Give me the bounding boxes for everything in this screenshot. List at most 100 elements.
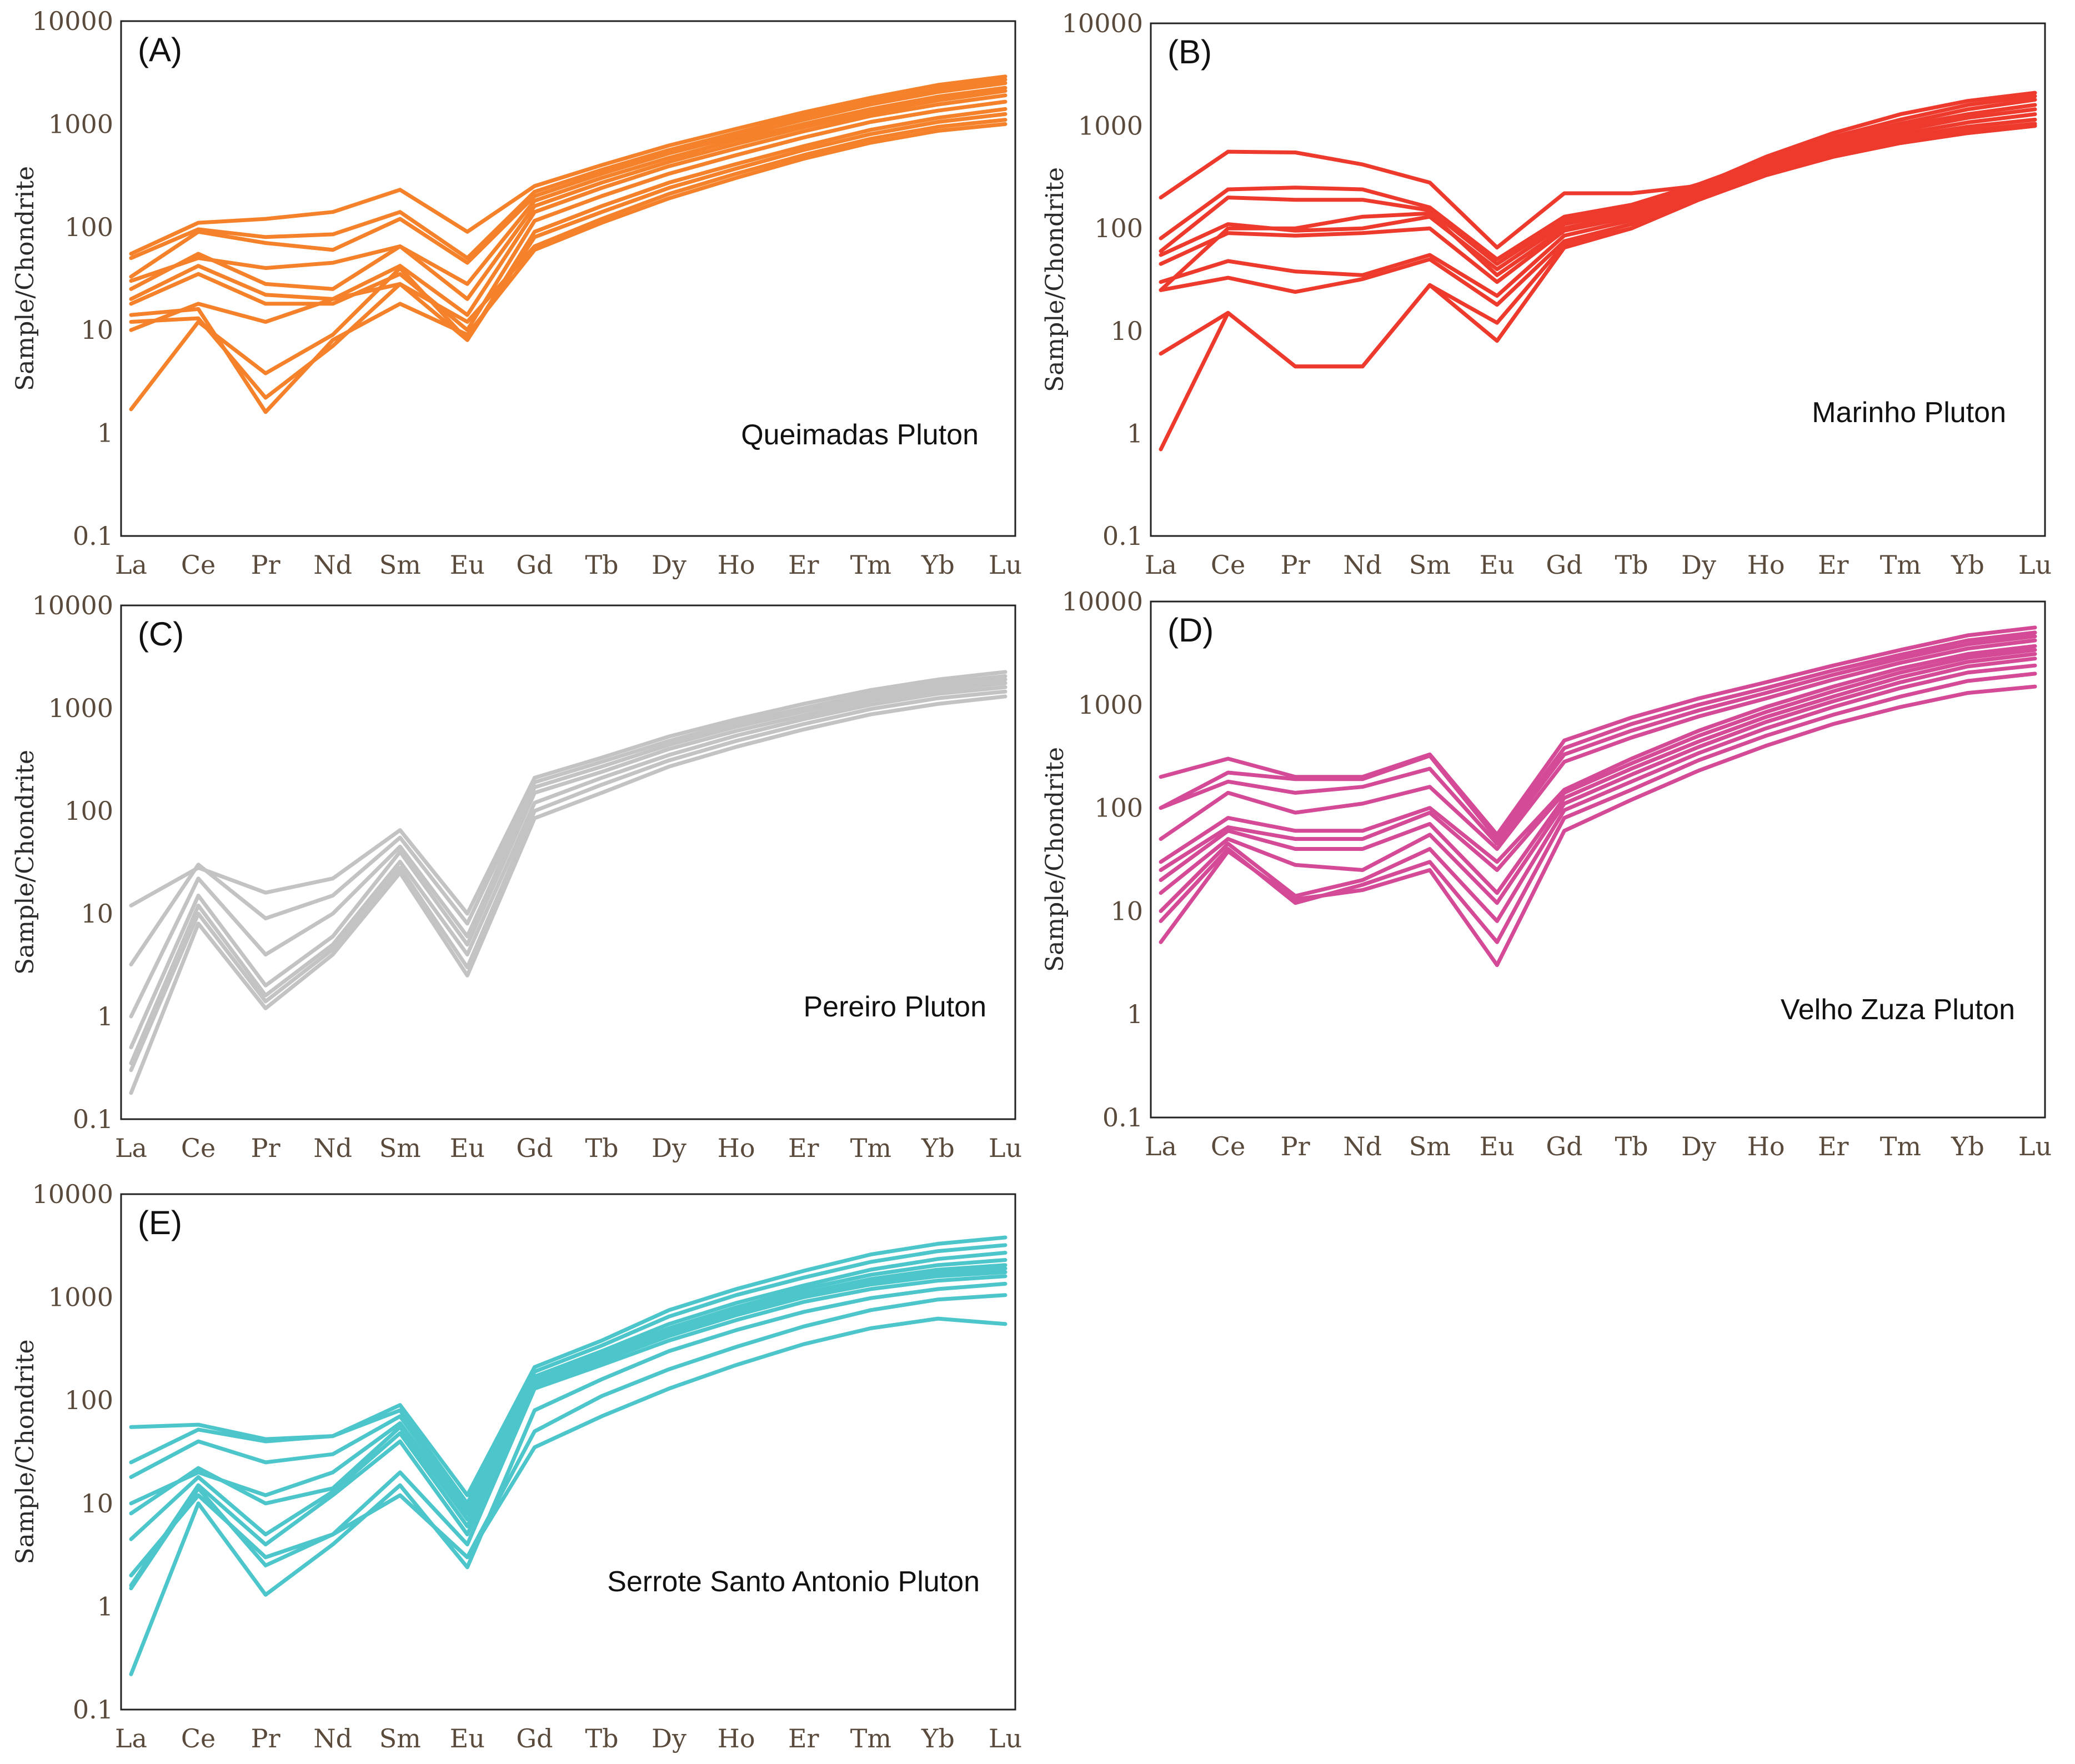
series-line bbox=[1159, 91, 2037, 250]
panel-label: (E) bbox=[138, 1204, 182, 1241]
x-tick-label: Sm bbox=[1409, 550, 1451, 580]
chart-panel-a: 0.1 1 10 100 1000 10000 La Ce Pr Nd Sm Eu Gd Tb Dy Ho Er… bbox=[11, 6, 1022, 580]
series-line bbox=[1159, 94, 2037, 262]
series-line bbox=[1159, 103, 2037, 272]
y-tick-label: 0.1 bbox=[73, 1104, 113, 1134]
plot-frame bbox=[120, 604, 1016, 1120]
chart-title: Serrote Santo Antonio Pluton bbox=[607, 1566, 980, 1598]
x-tick-label: Dy bbox=[651, 550, 686, 580]
x-tick-label: Er bbox=[788, 1133, 819, 1163]
series-line bbox=[129, 674, 1008, 966]
x-tick-label: Sm bbox=[1409, 1131, 1451, 1161]
series-line bbox=[129, 89, 1008, 301]
chart-panel-d: 0.1 1 10 100 1000 10000 La Ce Pr Nd Sm Eu Gd Tb Dy Ho Er… bbox=[1041, 587, 2052, 1161]
x-tick-label: Sm bbox=[379, 1723, 421, 1753]
x-tick-label: Dy bbox=[651, 1133, 686, 1163]
y-tick-label: 100 bbox=[1094, 793, 1143, 823]
x-tick-label: Yb bbox=[921, 1723, 955, 1753]
x-tick-label: La bbox=[115, 1723, 147, 1753]
series-line bbox=[129, 677, 1008, 1019]
x-tick-label: Pr bbox=[251, 550, 280, 580]
series-line bbox=[129, 81, 1008, 279]
x-tick-label: Lu bbox=[989, 1133, 1022, 1163]
y-tick-label: 1 bbox=[1127, 418, 1143, 448]
x-tick-label: Nd bbox=[313, 1133, 352, 1163]
chart-panel-b: 0.1 1 10 100 1000 10000 La Ce Pr Nd Sm Eu Gd Tb Dy Ho Er… bbox=[1041, 8, 2052, 580]
x-tick-label: Dy bbox=[1681, 1131, 1716, 1161]
y-tick-label: 1 bbox=[97, 1591, 113, 1621]
series-line bbox=[1159, 634, 2037, 846]
series-line bbox=[129, 685, 1008, 1065]
x-tick-label: Ho bbox=[1747, 550, 1785, 580]
x-tick-label: Nd bbox=[313, 550, 352, 580]
y-tick-label: 10000 bbox=[1062, 8, 1143, 38]
x-tick-label: Lu bbox=[2018, 550, 2052, 580]
x-tick-label: Yb bbox=[1951, 550, 1984, 580]
plot-frame bbox=[120, 1193, 1016, 1711]
y-tick-label: 1000 bbox=[48, 109, 113, 139]
y-tick-label: 1000 bbox=[48, 693, 113, 723]
series-line bbox=[1159, 625, 2037, 837]
y-tick-label: 100 bbox=[64, 796, 113, 826]
x-tick-label: Tm bbox=[1880, 550, 1921, 580]
panel-label: (B) bbox=[1167, 33, 1212, 71]
x-tick-label: Yb bbox=[921, 1133, 955, 1163]
x-tick-label: Gd bbox=[1546, 1131, 1582, 1161]
x-tick-label: Ce bbox=[181, 1723, 215, 1753]
x-tick-label: Tm bbox=[850, 1723, 891, 1753]
series-line bbox=[129, 118, 1008, 400]
y-tick-label: 100 bbox=[64, 212, 113, 242]
y-tick-label: 1000 bbox=[1078, 690, 1143, 720]
series-line bbox=[1159, 644, 2037, 864]
x-tick-label: Ho bbox=[1747, 1131, 1785, 1161]
y-tick-label: 10 bbox=[1110, 316, 1143, 346]
plot-frame bbox=[120, 20, 1016, 537]
x-tick-label: Ho bbox=[718, 550, 755, 580]
series-line bbox=[1159, 630, 2037, 841]
series-line bbox=[1159, 98, 2037, 266]
series-line bbox=[1159, 648, 2037, 872]
y-tick-label: 10 bbox=[81, 1489, 113, 1519]
series-line bbox=[1159, 124, 2037, 369]
series-line bbox=[1159, 107, 2037, 292]
x-tick-label: Pr bbox=[251, 1133, 280, 1163]
x-tick-label: Er bbox=[1818, 550, 1849, 580]
y-axis-label: Sample/Chondrite bbox=[1041, 747, 1069, 972]
plot-frame bbox=[1150, 600, 2046, 1119]
y-tick-label: 1000 bbox=[48, 1282, 113, 1312]
series-line bbox=[129, 1263, 1008, 1521]
x-tick-label: Tb bbox=[585, 1723, 618, 1753]
series-line bbox=[1159, 122, 2037, 307]
x-tick-label: Gd bbox=[516, 1723, 553, 1753]
y-axis-label: Sample/Chondrite bbox=[11, 166, 39, 391]
x-tick-label: Lu bbox=[989, 550, 1022, 580]
series-line bbox=[1159, 657, 2037, 905]
series-line bbox=[129, 1258, 1008, 1516]
x-tick-label: Tb bbox=[585, 1133, 618, 1163]
series-line bbox=[1159, 112, 2037, 284]
x-tick-label: Er bbox=[788, 550, 819, 580]
x-tick-label: Gd bbox=[516, 550, 553, 580]
x-tick-label: Ce bbox=[1211, 1131, 1245, 1161]
series-line bbox=[1159, 638, 2037, 851]
y-tick-label: 1000 bbox=[1078, 111, 1143, 141]
series-line bbox=[129, 86, 1008, 286]
plot-frame bbox=[1150, 22, 2046, 537]
y-axis-label: Sample/Chondrite bbox=[1041, 167, 1069, 392]
y-tick-label: 1 bbox=[1127, 999, 1143, 1029]
series-line bbox=[129, 122, 1008, 414]
series-line bbox=[1159, 663, 2037, 923]
x-tick-label: Ce bbox=[1211, 550, 1245, 580]
x-tick-label: Eu bbox=[450, 550, 485, 580]
y-tick-label: 0.1 bbox=[73, 521, 113, 551]
y-axis-label: Sample/Chondrite bbox=[11, 1339, 39, 1564]
x-tick-label: Gd bbox=[1546, 550, 1582, 580]
x-tick-label: Pr bbox=[1281, 550, 1310, 580]
panel-label: (C) bbox=[138, 615, 184, 653]
series-line bbox=[129, 1316, 1008, 1577]
series-line bbox=[1159, 652, 2037, 895]
series-line bbox=[129, 1281, 1008, 1676]
series-line bbox=[1159, 671, 2037, 944]
series-line bbox=[129, 1243, 1008, 1506]
y-tick-label: 10 bbox=[81, 315, 113, 345]
